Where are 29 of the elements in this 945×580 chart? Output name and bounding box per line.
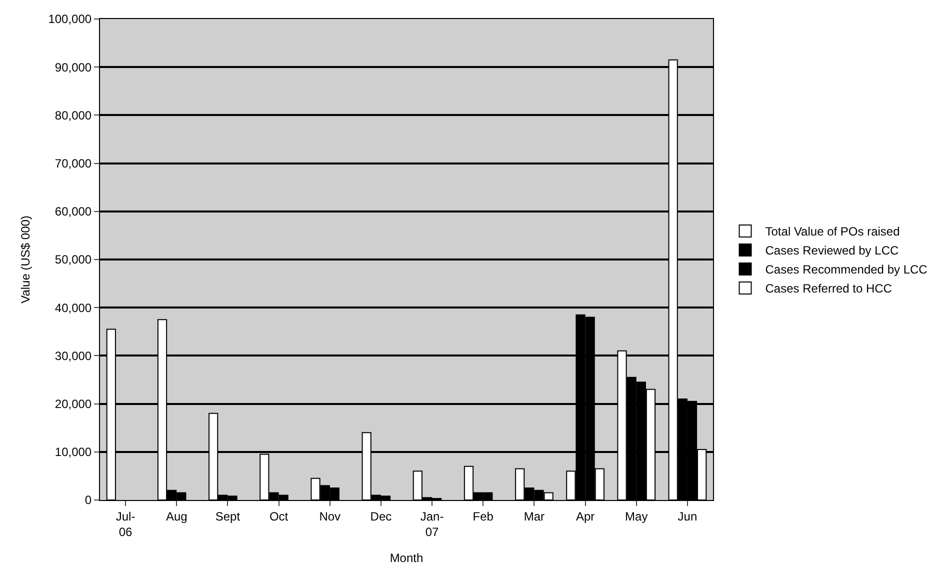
x-tick-label: Sept (215, 509, 241, 524)
y-tick-label: 60,000 (54, 204, 92, 219)
legend-label: Cases Reviewed by LCC (765, 244, 899, 258)
x-tick-label: Apr (576, 509, 595, 524)
y-tick-label: 10,000 (54, 445, 92, 460)
x-tick-label: Jul-06 (116, 509, 136, 539)
y-tick-label: 90,000 (54, 60, 92, 74)
y-tick-label: 80,000 (54, 108, 92, 122)
y-tick-label: 50,000 (54, 252, 92, 267)
x-tick-label: May (625, 509, 648, 524)
y-tick-label: 70,000 (54, 156, 92, 170)
x-tick-label: Jun (678, 509, 698, 524)
x-tick-label: Dec (370, 509, 392, 524)
x-tick-label: Oct (269, 509, 289, 524)
legend-label: Cases Recommended by LCC (765, 262, 928, 277)
legend-label: Total Value of POs raised (765, 224, 900, 239)
legend-label: Cases Referred to HCC (765, 282, 892, 296)
x-tick-label: Nov (319, 509, 341, 524)
x-tick-label: Mar (524, 509, 545, 524)
y-tick-label: 40,000 (54, 300, 92, 315)
y-tick-label: 100,000 (48, 12, 92, 26)
x-axis-title: Month (390, 550, 424, 565)
y-axis-title: Value (US$ 000) (18, 216, 33, 304)
y-tick-label: 0 (84, 493, 92, 508)
x-tick-label: Feb (472, 509, 494, 524)
x-tick-label: Jan-07 (420, 509, 444, 539)
x-tick-label: Aug (166, 509, 188, 524)
y-tick-label: 20,000 (54, 397, 92, 411)
y-tick-label: 30,000 (54, 348, 92, 363)
